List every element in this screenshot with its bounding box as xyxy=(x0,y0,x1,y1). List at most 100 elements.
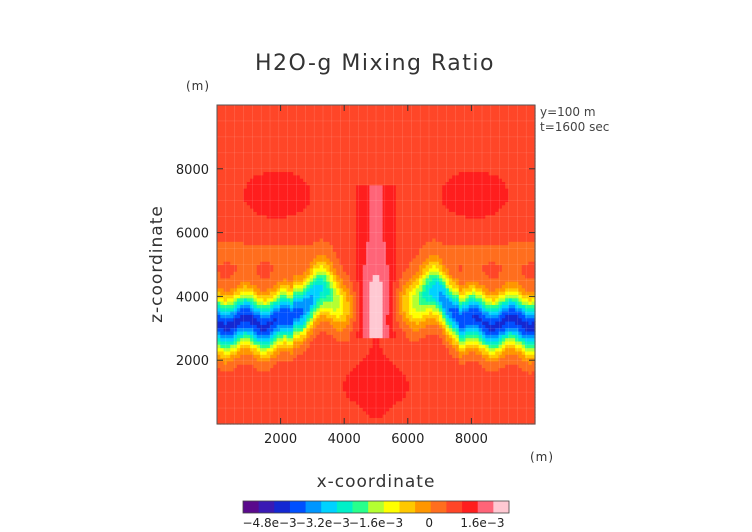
field-cell xyxy=(283,181,288,186)
field-cell xyxy=(313,370,317,375)
field-cell xyxy=(306,354,311,359)
field-cell xyxy=(323,304,327,309)
field-cell xyxy=(276,151,281,156)
field-cell xyxy=(279,301,284,305)
field-cell xyxy=(279,247,284,252)
field-cell xyxy=(306,301,311,305)
field-cell xyxy=(299,208,304,212)
field-cell xyxy=(233,370,238,375)
field-cell xyxy=(299,297,304,302)
field-cell xyxy=(253,364,258,369)
field-cell xyxy=(270,214,274,219)
field-cell xyxy=(236,384,241,389)
field-cell xyxy=(293,261,298,266)
field-cell xyxy=(283,317,288,322)
field-cell xyxy=(296,327,301,332)
field-cell xyxy=(286,414,291,418)
field-cell xyxy=(226,287,231,292)
field-cell xyxy=(289,377,294,382)
field-cell xyxy=(240,307,245,312)
field-cell xyxy=(260,394,264,399)
field-cell xyxy=(226,417,231,422)
field-cell xyxy=(226,330,231,335)
field-cell xyxy=(226,214,231,219)
field-cell xyxy=(270,138,274,143)
field-cell xyxy=(319,171,324,176)
field-cell xyxy=(233,138,238,143)
field-cell xyxy=(240,277,245,282)
field-cell xyxy=(309,377,314,382)
field-cell xyxy=(283,354,288,359)
field-cell xyxy=(233,171,238,176)
field-cell xyxy=(273,211,278,216)
field-cell xyxy=(250,178,255,183)
field-cell xyxy=(323,320,327,325)
field-cell xyxy=(293,188,298,192)
field-cell xyxy=(253,164,258,169)
field-cell xyxy=(236,168,241,173)
field-cell xyxy=(289,404,294,408)
field-cell xyxy=(236,171,241,176)
field-cell xyxy=(253,267,258,272)
field-cell xyxy=(223,407,228,412)
field-cell xyxy=(326,311,331,315)
field-cell xyxy=(273,404,278,408)
field-cell xyxy=(233,350,238,355)
field-cell xyxy=(306,374,311,379)
field-cell xyxy=(260,414,264,418)
field-cell xyxy=(306,204,311,209)
field-cell xyxy=(263,151,268,156)
field-cell xyxy=(316,357,321,362)
field-cell xyxy=(283,340,288,345)
field-cell xyxy=(266,244,271,249)
field-cell xyxy=(326,148,331,153)
field-cell xyxy=(246,414,251,418)
field-cell xyxy=(220,264,225,269)
field-cell xyxy=(293,201,298,206)
field-cell xyxy=(289,214,294,219)
field-cell xyxy=(246,400,251,405)
field-cell xyxy=(296,311,301,315)
field-cell xyxy=(293,254,298,259)
field-cell xyxy=(283,350,288,355)
field-cell xyxy=(326,334,331,339)
field-cell xyxy=(233,420,238,425)
field-cell xyxy=(230,208,235,212)
field-cell xyxy=(313,344,317,349)
field-cell xyxy=(273,380,278,385)
field-cell xyxy=(236,211,241,216)
field-cell xyxy=(223,357,228,362)
field-cell xyxy=(296,105,301,109)
field-cell xyxy=(240,217,245,222)
field-cell xyxy=(266,108,271,113)
field-cell xyxy=(283,311,288,315)
field-cell xyxy=(283,161,288,166)
field-cell xyxy=(276,267,281,272)
field-cell xyxy=(289,261,294,266)
field-cell xyxy=(250,317,255,322)
field-cell xyxy=(303,138,308,143)
field-cell xyxy=(309,128,314,133)
field-cell xyxy=(276,410,281,415)
field-cell xyxy=(263,164,268,169)
field-cell xyxy=(217,254,221,259)
field-cell xyxy=(246,320,251,325)
field-cell xyxy=(250,297,255,302)
field-cell xyxy=(243,390,248,395)
field-cell xyxy=(316,277,321,282)
field-cell xyxy=(223,347,228,352)
field-cell xyxy=(226,128,231,133)
field-cell xyxy=(236,161,241,166)
field-cell xyxy=(326,184,331,189)
field-cell xyxy=(266,148,271,153)
field-cell xyxy=(217,188,221,192)
field-cell xyxy=(243,188,248,192)
field-cell xyxy=(236,294,241,299)
field-cell xyxy=(326,277,331,282)
field-cell xyxy=(293,231,298,236)
field-cell xyxy=(223,234,228,239)
field-cell xyxy=(266,158,271,163)
field-cell xyxy=(273,161,278,166)
field-cell xyxy=(313,198,317,202)
field-cell xyxy=(217,410,221,415)
